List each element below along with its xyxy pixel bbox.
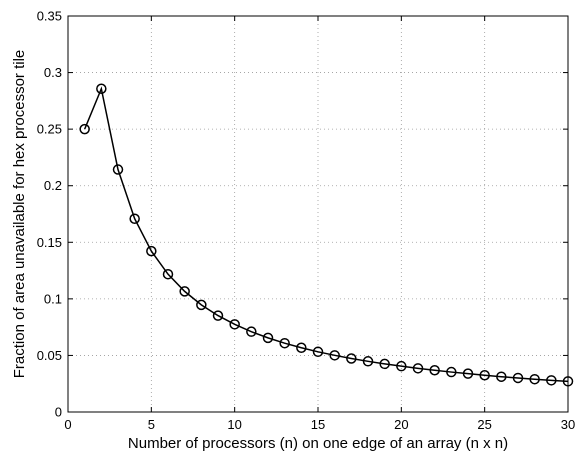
x-tick-label: 5 <box>148 417 155 432</box>
data-point-marker <box>546 375 557 386</box>
data-point-marker <box>112 164 124 175</box>
data-point-marker <box>279 337 290 349</box>
y-tick-label: 0.1 <box>44 291 62 306</box>
x-tick-label: 15 <box>311 417 325 432</box>
data-point-marker <box>412 363 424 374</box>
data-point-marker <box>262 332 274 344</box>
x-tick-label: 0 <box>64 417 71 432</box>
x-tick-label: 30 <box>561 417 575 432</box>
data-point-marker <box>496 371 507 382</box>
x-tick-label: 20 <box>394 417 408 432</box>
data-point-marker <box>312 346 324 358</box>
y-tick-label: 0.15 <box>37 235 62 250</box>
x-tick-label: 10 <box>227 417 241 432</box>
y-tick-label: 0.35 <box>37 9 62 24</box>
data-point-marker <box>79 123 90 135</box>
data-point-marker <box>96 83 107 95</box>
y-tick-label: 0.25 <box>37 122 62 137</box>
y-tick-labels: 0 0.05 0.1 0.15 0.2 0.25 0.3 0.35 <box>37 9 62 420</box>
data-point-marker <box>179 286 190 297</box>
data-point-marker <box>246 326 257 337</box>
data-point-marker <box>396 360 407 372</box>
y-tick-label: 0.05 <box>37 348 62 363</box>
data-point-marker <box>446 366 457 378</box>
y-tick-label: 0.3 <box>44 65 62 80</box>
data-point-marker <box>129 213 140 225</box>
y-axis-label: Fraction of area unavailable for hex pro… <box>11 50 28 379</box>
x-tick-label: 25 <box>477 417 491 432</box>
data-point-marker <box>146 245 157 257</box>
data-point-marker <box>362 356 374 367</box>
data-point-marker <box>462 368 474 379</box>
data-point-marker <box>379 358 390 370</box>
data-point-marker <box>512 372 524 384</box>
data-point-marker <box>196 299 207 311</box>
data-point-marker <box>212 310 224 321</box>
data-point-marker <box>162 268 174 280</box>
data-point-marker <box>479 369 490 381</box>
series-group <box>79 83 574 387</box>
data-point-marker <box>529 373 540 385</box>
data-point-marker <box>346 353 357 364</box>
data-point-marker <box>329 350 340 361</box>
data-point-marker <box>429 365 440 376</box>
data-point-marker <box>296 342 307 353</box>
data-point-marker <box>229 319 240 330</box>
x-tick-labels: 0 5 10 15 20 25 30 <box>64 417 575 432</box>
data-point-marker <box>562 376 574 387</box>
plot-area <box>68 16 568 412</box>
x-axis-label: Number of processors (n) on one edge of … <box>128 435 508 452</box>
gridlines <box>68 16 568 412</box>
y-tick-label: 0 <box>55 405 62 420</box>
y-tick-label: 0.2 <box>44 178 62 193</box>
axis-ticks <box>67 15 569 413</box>
